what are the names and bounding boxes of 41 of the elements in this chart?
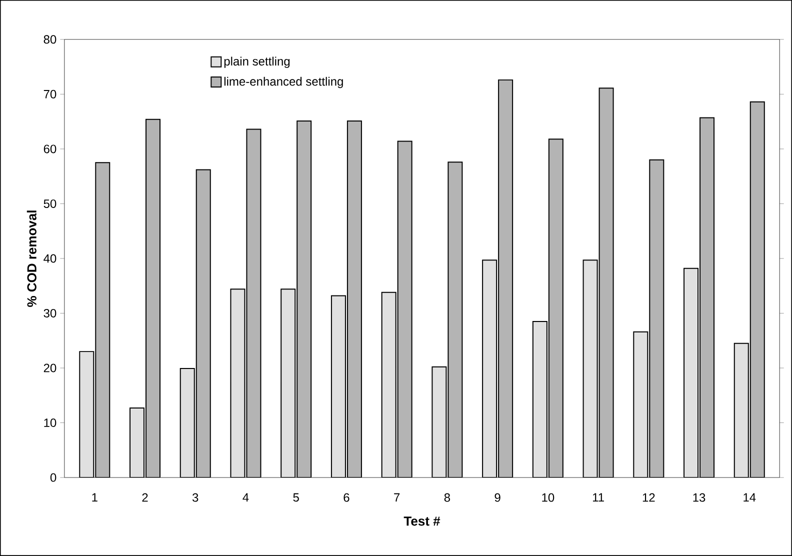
legend-label: plain settling: [224, 56, 290, 68]
y-tick-label: 40: [44, 254, 56, 263]
y-tick-label: 80: [44, 35, 56, 44]
x-tick-label: 7: [394, 493, 400, 502]
bar: [582, 260, 598, 478]
bar: [79, 351, 94, 478]
x-tick-label: 1: [92, 493, 98, 502]
y-tick-label: 60: [44, 144, 56, 154]
bar: [432, 366, 447, 478]
x-tick-label: 9: [494, 493, 500, 502]
bar: [734, 342, 749, 478]
x-tick-label: 3: [192, 493, 198, 502]
bar: [330, 295, 346, 478]
x-tick-label: 8: [444, 493, 450, 502]
bar: [684, 268, 699, 478]
bar: [130, 408, 145, 478]
x-tick-label: 10: [542, 493, 554, 502]
x-tick-label: 4: [242, 493, 249, 502]
bar: [230, 288, 246, 478]
x-tick-label: 11: [592, 493, 604, 502]
x-tick-label: 14: [744, 493, 756, 502]
y-tick-label: 30: [44, 309, 56, 318]
y-tick-label: 70: [44, 90, 56, 98]
bar: [280, 288, 296, 478]
x-tick-label: 6: [344, 493, 350, 502]
y-tick-label: 10: [44, 418, 56, 428]
bar: [180, 368, 195, 478]
bar: [381, 292, 396, 478]
x-tick-label: 13: [693, 493, 706, 502]
bar: [482, 260, 498, 478]
y-tick-label: 50: [44, 199, 56, 208]
x-tick-label: 2: [142, 493, 148, 502]
bar: [532, 320, 548, 478]
bar: [633, 331, 648, 478]
x-tick-label: 12: [642, 493, 655, 502]
y-tick-label: 0: [50, 473, 56, 482]
legend-label: lime-enhanced settling: [224, 76, 343, 88]
x-axis-title: Test #: [404, 516, 440, 526]
y-axis-title: % COD removal: [26, 210, 36, 307]
x-tick-label: 5: [293, 493, 299, 502]
y-tick-label: 20: [44, 364, 56, 372]
